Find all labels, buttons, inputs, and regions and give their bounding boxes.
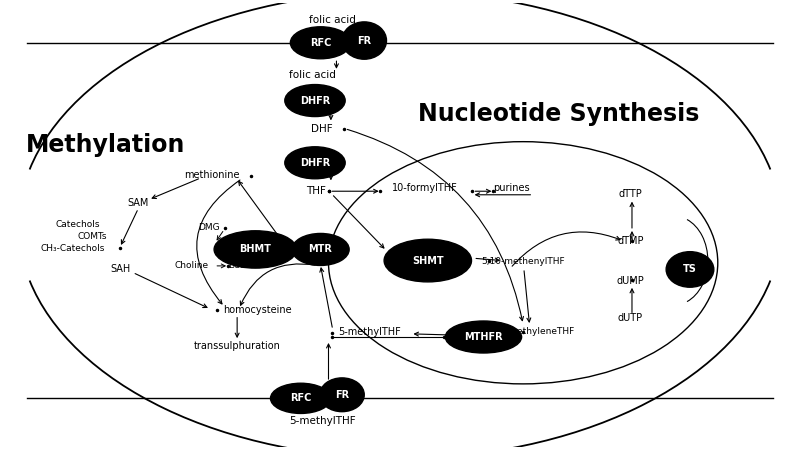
Text: FR: FR (335, 390, 349, 400)
Text: Methylation: Methylation (26, 133, 186, 157)
Text: transsulphuration: transsulphuration (194, 341, 281, 351)
Text: Nucleotide Synthesis: Nucleotide Synthesis (418, 102, 699, 126)
Text: RFC: RFC (310, 38, 331, 48)
Text: Catechols: Catechols (55, 220, 100, 230)
Text: COMTs: COMTs (77, 233, 106, 242)
Ellipse shape (342, 22, 386, 59)
Text: Choline: Choline (174, 261, 209, 270)
Text: 5,10-methenylTHF: 5,10-methenylTHF (482, 257, 565, 266)
Text: BHMT: BHMT (239, 244, 271, 254)
Ellipse shape (285, 85, 345, 117)
Text: 5-methylTHF: 5-methylTHF (290, 416, 356, 427)
Text: 5,10-methyleneTHF: 5,10-methyleneTHF (485, 327, 574, 336)
Text: purines: purines (493, 183, 530, 193)
Ellipse shape (292, 234, 349, 266)
Ellipse shape (290, 27, 350, 59)
Text: SAM: SAM (127, 198, 149, 208)
Text: DHF: DHF (311, 124, 333, 134)
Ellipse shape (270, 383, 331, 414)
Text: SAH: SAH (110, 265, 130, 274)
Text: dUMP: dUMP (617, 275, 644, 286)
Ellipse shape (384, 239, 471, 282)
Text: 10-formylTHF: 10-formylTHF (392, 183, 458, 193)
Text: dTMP: dTMP (617, 235, 644, 246)
Text: folic acid: folic acid (309, 15, 356, 25)
Text: DHFR: DHFR (300, 158, 330, 168)
Ellipse shape (285, 147, 345, 179)
Text: MTHFR: MTHFR (464, 332, 502, 342)
Text: methionine: methionine (184, 170, 239, 180)
Text: SHMT: SHMT (412, 256, 444, 266)
Ellipse shape (666, 252, 714, 287)
Ellipse shape (446, 321, 522, 353)
Text: TS: TS (683, 265, 697, 274)
Text: RFC: RFC (290, 393, 311, 403)
Text: FR: FR (357, 36, 371, 45)
Text: dUTP: dUTP (618, 313, 643, 324)
Text: Betaine: Betaine (228, 261, 262, 270)
Text: homocysteine: homocysteine (222, 306, 291, 315)
Text: DHFR: DHFR (300, 95, 330, 106)
Text: dTTP: dTTP (618, 189, 642, 199)
Text: THF: THF (306, 186, 326, 196)
Text: MTR: MTR (309, 244, 333, 254)
Ellipse shape (214, 231, 297, 268)
Text: 5-methylTHF: 5-methylTHF (338, 327, 401, 337)
Ellipse shape (320, 378, 364, 412)
Text: DMG: DMG (198, 223, 220, 232)
Text: CH₃-Catechols: CH₃-Catechols (41, 243, 105, 252)
Text: folic acid: folic acid (289, 70, 336, 80)
